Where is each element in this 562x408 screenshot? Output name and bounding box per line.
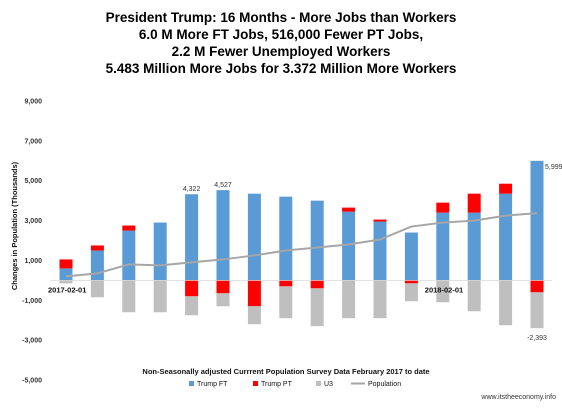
bar-trump-ft (90, 250, 104, 281)
chart-title: President Trump: 16 Months - More Jobs t… (106, 10, 457, 76)
category-label: 2018-02-01 (425, 285, 463, 294)
bar-trump-pt (216, 280, 230, 294)
legend-label: Trump FT (197, 381, 228, 388)
bar-u3 (185, 296, 199, 316)
y-tick-label: -5,000 (22, 378, 42, 385)
bar-trump-pt (373, 219, 387, 222)
bar-u3 (436, 280, 450, 303)
category-label: 2017-02-01 (48, 285, 86, 294)
bar-trump-ft (247, 193, 261, 281)
bar-trump-ft (153, 222, 167, 281)
y-tick-label: 9,000 (24, 99, 42, 106)
bar-u3 (373, 280, 387, 319)
bar-u3 (530, 292, 544, 329)
title-line-2: 6.0 M More FT Jobs, 516,000 Fewer PT Job… (139, 27, 423, 42)
chart-subtitle: Non-Seasonally adjusted Currrent Populat… (142, 367, 429, 376)
bar-u3 (122, 280, 136, 313)
title-line-3: 2.2 M Fewer Unemployed Workers (172, 44, 391, 59)
population-line (65, 212, 538, 278)
bar-trump-pt (404, 280, 418, 284)
bar-u3 (216, 293, 230, 307)
data-label: -2,393 (527, 335, 547, 342)
y-tick-label: 1,000 (24, 258, 42, 265)
bar-trump-ft (310, 200, 324, 281)
bar-trump-ft (216, 190, 230, 281)
bar-trump-pt (122, 225, 136, 231)
bar-trump-ft (499, 193, 513, 281)
category-labels: 2017-02-01 2018-02-01 (48, 285, 463, 294)
bar-trump-ft (373, 221, 387, 281)
bar-trump-pt (310, 280, 324, 289)
y-tick-label: -1,000 (22, 298, 42, 305)
bar-u3 (310, 288, 324, 327)
bar-trump-pt (247, 280, 261, 307)
bars (59, 160, 544, 329)
bar-trump-pt (279, 280, 293, 287)
bar-trump-pt (185, 280, 199, 297)
y-tick-label: -3,000 (22, 338, 42, 345)
bar-trump-ft (185, 194, 199, 281)
bar-trump-ft (467, 212, 481, 281)
legend-swatch (189, 381, 194, 386)
legend-swatch (316, 381, 321, 386)
bar-trump-pt (59, 259, 73, 269)
bar-u3 (90, 280, 104, 298)
bar-trump-ft (122, 230, 136, 281)
bar-u3 (247, 306, 261, 325)
bar-trump-ft (59, 268, 73, 281)
data-label: 4,527 (214, 182, 232, 189)
bar-trump-ft (342, 211, 356, 281)
bar-trump-ft (530, 160, 544, 281)
bar-trump-ft (436, 212, 450, 281)
bar-u3 (59, 280, 73, 284)
bar-u3 (153, 280, 167, 313)
bar-trump-pt (90, 245, 104, 251)
y-tick-label: 5,000 (24, 178, 42, 185)
bar-trump-pt (467, 193, 481, 213)
legend-label: Population (368, 381, 401, 388)
title-line-1: President Trump: 16 Months - More Jobs t… (106, 10, 457, 25)
legend-label: Trump PT (261, 381, 293, 388)
bar-u3 (467, 280, 481, 312)
y-axis-label: Changes in Population (Thousands) (10, 161, 19, 290)
legend: Trump FT Trump PT U3 Population (189, 381, 401, 388)
bar-trump-pt (530, 280, 544, 293)
bar-trump-pt (499, 183, 513, 194)
bar-u3 (404, 283, 418, 302)
bar-u3 (342, 280, 356, 319)
data-label: 5,999 (545, 164, 562, 171)
title-line-4: 5.483 Million More Jobs for 3.372 Millio… (106, 61, 457, 76)
bar-trump-pt (436, 202, 450, 213)
legend-swatch (253, 381, 258, 386)
population-line-group (65, 212, 538, 278)
data-labels: 4,322 4,527 5,999 -2,393 (183, 164, 562, 342)
bar-u3 (279, 286, 293, 319)
data-label: 4,322 (183, 186, 201, 193)
y-axis: -5,000 -3,000 -1,000 1,000 3,000 5,000 7,000 9,… (22, 99, 42, 385)
legend-label: U3 (324, 381, 333, 388)
bar-trump-ft (279, 196, 293, 281)
bar-u3 (499, 280, 513, 326)
source-text: www.itstheeconomy.info (480, 394, 556, 401)
y-tick-label: 7,000 (24, 138, 42, 145)
bar-trump-pt (342, 207, 356, 212)
y-tick-label: 3,000 (24, 218, 42, 225)
bar-trump-ft (404, 232, 418, 281)
